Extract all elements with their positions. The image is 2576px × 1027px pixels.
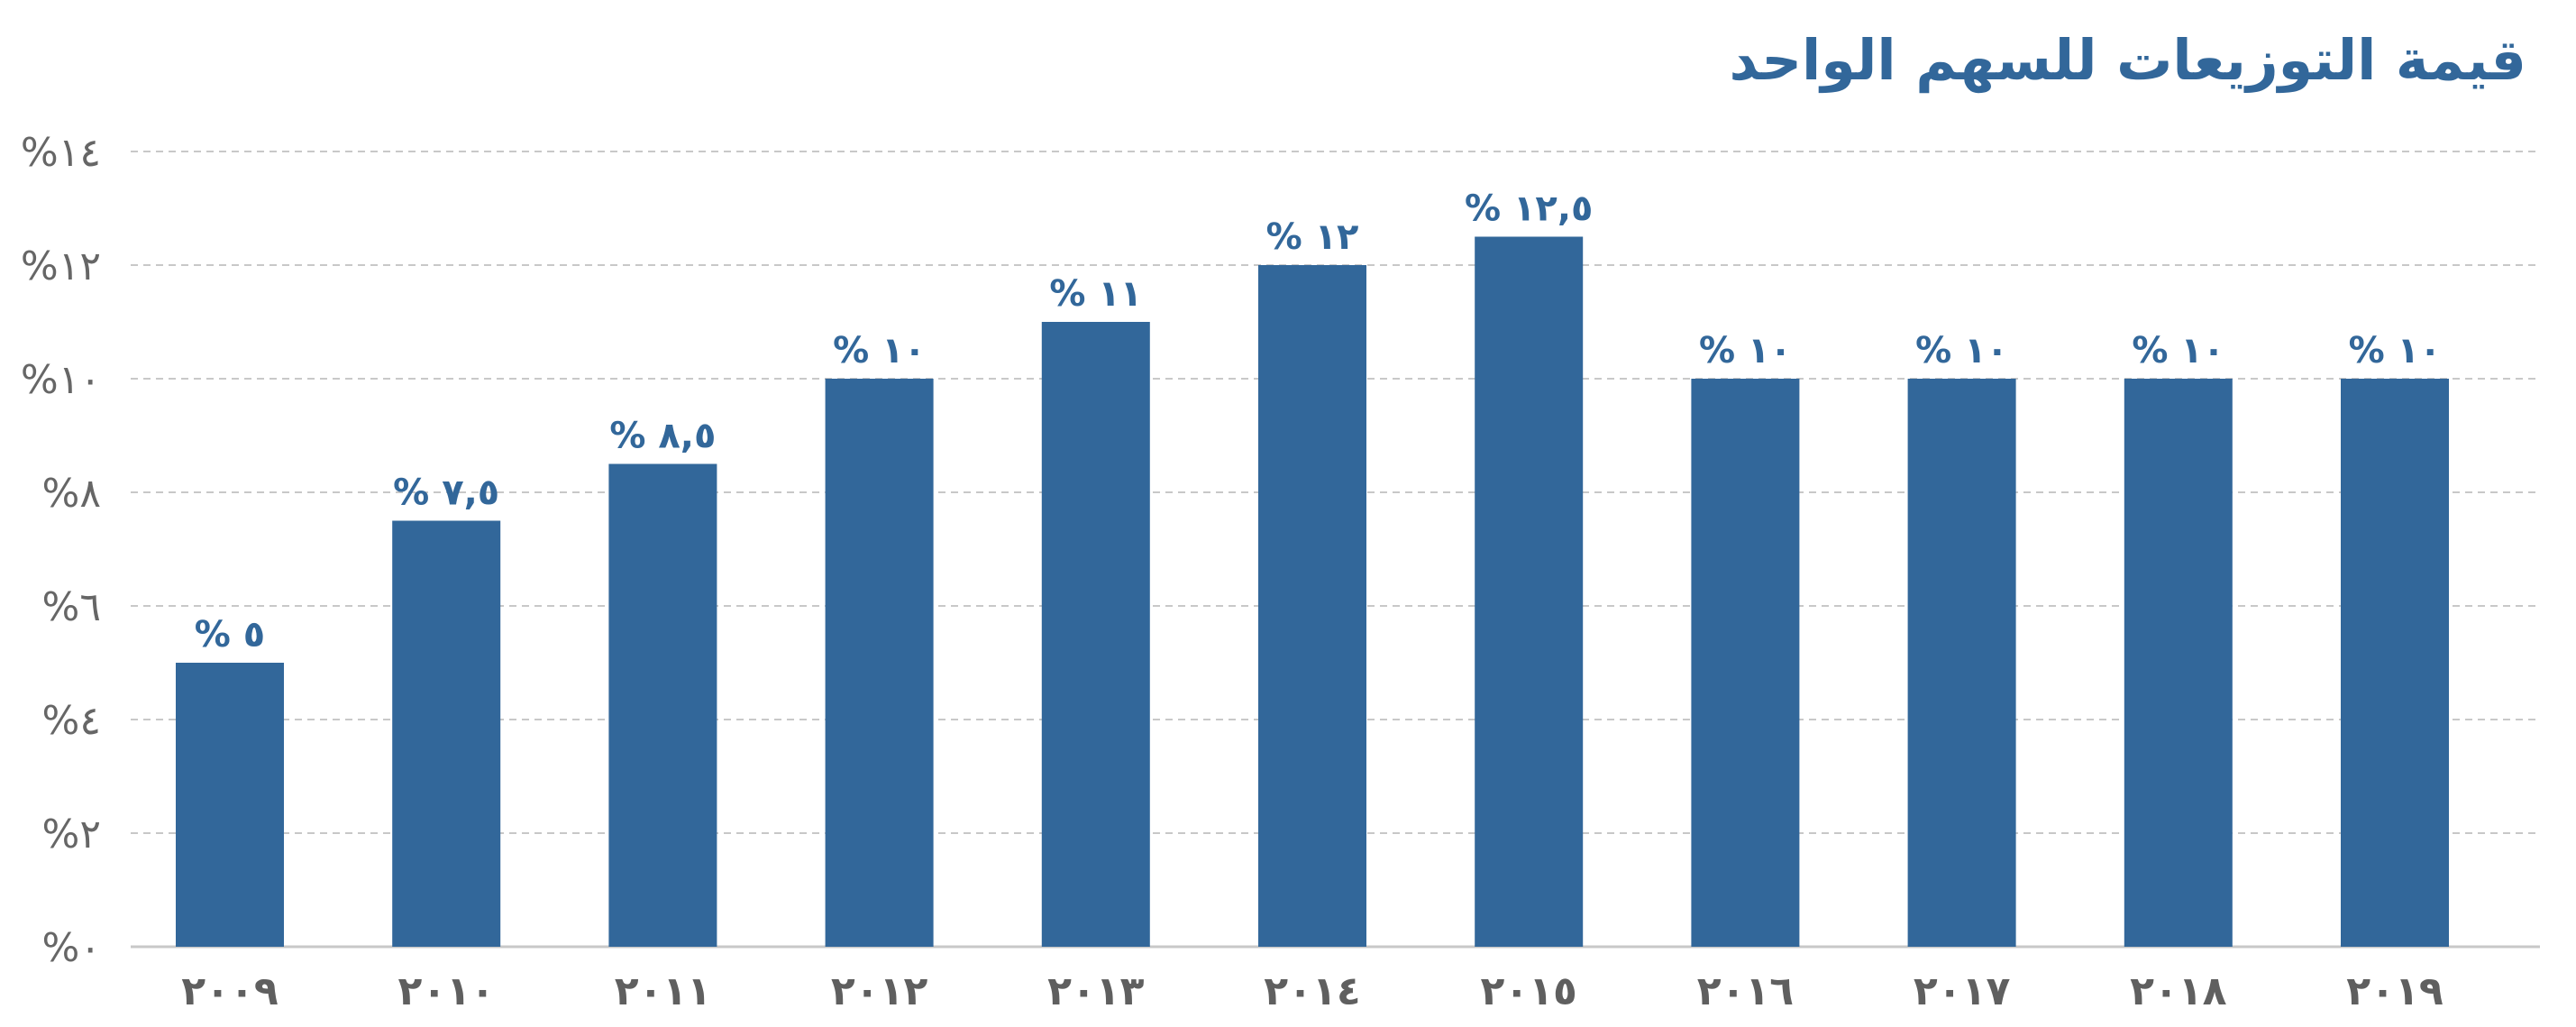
y-tick-label: %٢ — [42, 812, 101, 857]
data-label: % ٥ — [195, 614, 265, 656]
y-tick-label: %١٢ — [21, 243, 101, 289]
chart-title: قيمة التوزيعات للسهم الواحد — [1729, 27, 2526, 93]
data-label: % ٨,٥ — [609, 416, 716, 457]
x-tick-label: ٢٠١٠ — [397, 968, 494, 1014]
x-tick-label: ٢٠١٥ — [1480, 968, 1576, 1014]
x-tick-label: ٢٠١٩ — [2346, 968, 2443, 1014]
y-tick-label: %١٠ — [21, 357, 101, 403]
bar-7 — [1691, 379, 1800, 947]
bar-10 — [2341, 379, 2449, 947]
data-label: % ٧,٥ — [393, 472, 499, 514]
data-label: % ١١ — [1049, 273, 1142, 315]
data-label: % ١٠ — [2132, 330, 2224, 371]
x-tick-label: ٢٠١١ — [615, 968, 711, 1014]
bar-8 — [1907, 379, 2016, 947]
x-tick-label: ٢٠١٣ — [1047, 968, 1145, 1014]
bar-6 — [1475, 236, 1584, 947]
data-label: % ١٠ — [833, 330, 926, 371]
x-tick-label: ٢٠٠٩ — [181, 968, 278, 1014]
data-label: % ١٢ — [1266, 216, 1359, 258]
data-label: % ١٠ — [1699, 330, 1792, 371]
y-tick-label: %٤ — [42, 698, 101, 744]
bar-2 — [608, 463, 717, 947]
x-tick-label: ٢٠١٧ — [1914, 968, 2011, 1014]
y-tick-label: %٠ — [42, 925, 101, 971]
y-tick-label: %٦ — [42, 584, 101, 630]
bar-4 — [1041, 322, 1150, 947]
bar-1 — [392, 520, 501, 947]
x-tick-label: ٢٠١٨ — [2130, 968, 2227, 1014]
bar-9 — [2124, 379, 2233, 947]
data-label: % ١٠ — [1915, 330, 2008, 371]
bar-0 — [176, 663, 284, 947]
data-label: % ١٠ — [2349, 330, 2442, 371]
data-label: % ١٢,٥ — [1465, 188, 1593, 230]
x-tick-label: ٢٠١٦ — [1697, 968, 1794, 1014]
y-tick-label: %١٤ — [21, 130, 101, 176]
y-tick-label: %٨ — [42, 471, 101, 517]
x-tick-label: ٢٠١٢ — [831, 968, 928, 1014]
bar-5 — [1258, 265, 1366, 947]
bar-3 — [825, 379, 934, 947]
x-tick-label: ٢٠١٤ — [1264, 968, 1360, 1014]
